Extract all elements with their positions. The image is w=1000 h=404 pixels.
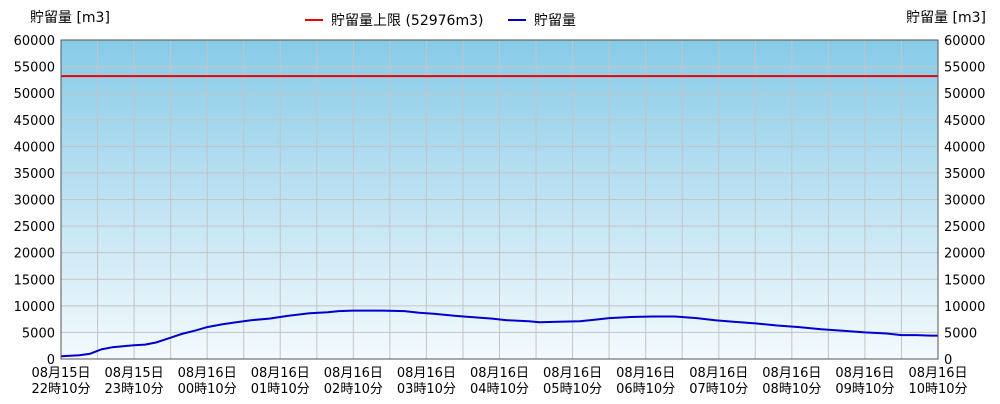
x-tick-label-time: 02時10分	[324, 382, 383, 397]
x-tick-label-time: 09時10分	[835, 382, 894, 397]
y-tick-label-left: 50000	[14, 87, 55, 102]
x-tick-label-date: 08月16日	[689, 366, 748, 381]
y-tick-label-right: 10000	[944, 300, 985, 315]
y-tick-label-left: 55000	[14, 61, 55, 76]
y-tick-label-right: 45000	[944, 114, 985, 129]
y-tick-label-left: 10000	[14, 300, 55, 315]
x-tick-label-date: 08月16日	[251, 366, 310, 381]
x-tick-label-time: 03時10分	[397, 382, 456, 397]
y-tick-label-right: 55000	[944, 61, 985, 76]
grid-lines	[60, 39, 939, 360]
y-tick-label-right: 5000	[944, 326, 977, 341]
x-tick-label-date: 08月16日	[543, 366, 602, 381]
x-tick-label-date: 08月16日	[397, 366, 456, 381]
plot-border	[60, 39, 939, 360]
y-tick-label-left: 30000	[14, 194, 55, 209]
y-tick-label-left: 25000	[14, 220, 55, 235]
y-tick-label-left: 15000	[14, 273, 55, 288]
y-tick-label-right: 50000	[944, 87, 985, 102]
x-tick-label-time: 04時10分	[470, 382, 529, 397]
x-tick-label-time: 10時10分	[908, 382, 967, 397]
y-tick-label-left: 60000	[14, 34, 55, 49]
x-tick-label-time: 05時10分	[543, 382, 602, 397]
series-layer	[60, 75, 938, 358]
y-axis-label-right: 貯留量 [m3]	[906, 10, 986, 26]
x-tick-label-time: 06時10分	[616, 382, 675, 397]
x-tick-label-date: 08月15日	[31, 366, 90, 381]
y-tick-label-right: 35000	[944, 167, 985, 182]
x-tick-label-date: 08月16日	[762, 366, 821, 381]
y-tick-label-right: 20000	[944, 247, 985, 262]
x-tick-label-date: 08月16日	[908, 366, 967, 381]
y-tick-label-left: 45000	[14, 114, 55, 129]
y-tick-label-right: 60000	[944, 34, 985, 49]
x-tick-label-date: 08月16日	[178, 366, 237, 381]
y-axis-label-left: 貯留量 [m3]	[30, 10, 110, 26]
x-tick-label-date: 08月16日	[616, 366, 675, 381]
x-tick-label-time: 01時10分	[251, 382, 310, 397]
x-tick-label-time: 07時10分	[689, 382, 748, 397]
x-tick-label-time: 00時10分	[178, 382, 237, 397]
x-tick-label-time: 23時10分	[105, 382, 164, 397]
y-tick-label-right: 0	[944, 353, 952, 368]
legend-label-limit: 貯留量上限 (52976m3)	[331, 13, 483, 29]
y-tick-label-left: 35000	[14, 167, 55, 182]
storage-series-line	[60, 309, 938, 358]
x-tick-label-date: 08月16日	[324, 366, 383, 381]
legend: 貯留量上限 (52976m3) 貯留量	[305, 13, 576, 29]
y-tick-label-left: 20000	[14, 247, 55, 262]
y-tick-label-left: 40000	[14, 140, 55, 155]
y-tick-label-left: 0	[47, 353, 55, 368]
legend-label-storage: 貯留量	[534, 13, 576, 29]
x-tick-label-time: 22時10分	[31, 382, 90, 397]
x-tick-label-date: 08月16日	[470, 366, 529, 381]
x-tick-label-date: 08月16日	[835, 366, 894, 381]
y-tick-label-right: 25000	[944, 220, 985, 235]
x-tick-label-time: 08時10分	[762, 382, 821, 397]
y-tick-label-right: 15000	[944, 273, 985, 288]
y-tick-label-left: 5000	[22, 326, 55, 341]
x-tick-label-date: 08月15日	[105, 366, 164, 381]
y-tick-label-right: 40000	[944, 140, 985, 155]
y-tick-label-right: 30000	[944, 194, 985, 209]
tick-labels: 0 0 5000 5000 10000 10000 15000 15000 20000 20000…	[14, 34, 986, 397]
